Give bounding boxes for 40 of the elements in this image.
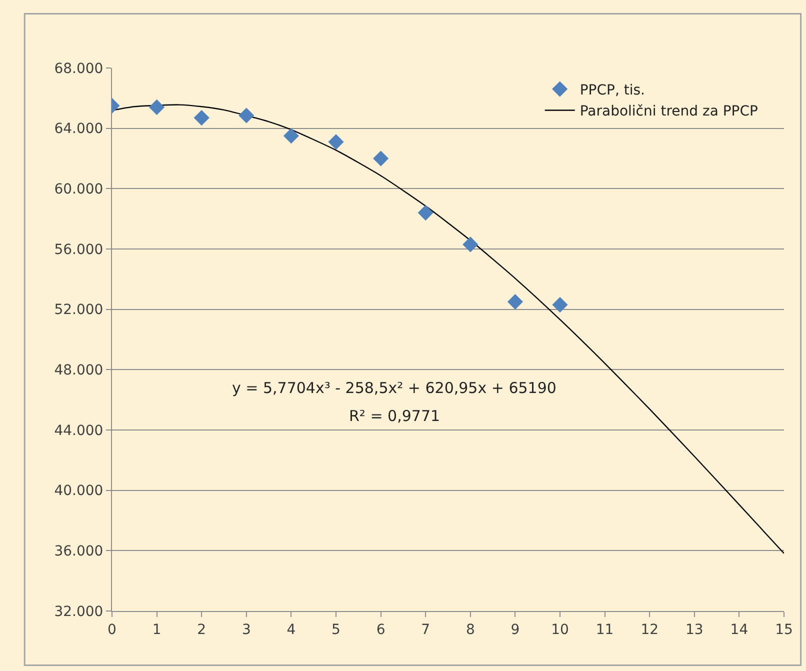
x-tick-label: 3 [242, 622, 251, 638]
x-tick-label: 8 [466, 622, 475, 638]
y-tick-label: 36.000 [54, 544, 104, 560]
x-tick-label: 14 [730, 622, 748, 638]
x-tick-label: 0 [108, 622, 116, 638]
point [462, 236, 478, 252]
x-tick-label: 4 [286, 622, 296, 638]
annotation: y = 5,7704x³ - 258,5x² + 620,95x + 65190 [232, 379, 556, 397]
x-tick-label: 11 [596, 622, 614, 638]
point [418, 205, 434, 221]
legend-label: PPCP, tis. [580, 82, 645, 98]
point [194, 110, 210, 126]
point [149, 99, 165, 116]
x-tick-label: 6 [376, 622, 386, 638]
x-tick-label: 1 [152, 622, 162, 638]
point [328, 134, 344, 150]
x-tick-label: 13 [685, 622, 704, 638]
x-tick-label: 5 [332, 622, 340, 638]
y-tick-label: 48.000 [54, 362, 104, 379]
y-tick-label: 56.000 [54, 242, 104, 258]
point [238, 108, 254, 124]
x-tick-label: 12 [640, 622, 659, 638]
y-tick-label: 32.000 [54, 604, 104, 620]
point [507, 294, 523, 310]
point [283, 128, 299, 144]
y-tick-label: 68.000 [54, 60, 104, 77]
y-tick-label: 60.000 [54, 182, 104, 198]
y-tick-label: 52.000 [54, 302, 104, 318]
x-tick-label: 15 [775, 622, 793, 638]
y-tick-label: 64.000 [54, 121, 104, 138]
x-tick-label: 9 [510, 622, 520, 638]
point [373, 150, 389, 166]
y-tick-label: 40.000 [54, 483, 104, 500]
x-tick-label: 2 [197, 622, 206, 638]
y-tick-label: 44.000 [54, 422, 104, 439]
annotation: R² = 0,9771 [349, 407, 440, 425]
x-tick-label: 10 [551, 622, 569, 638]
x-tick-label: 7 [421, 622, 430, 638]
legend-label: Parabolični trend za PPCP [580, 104, 758, 120]
point [552, 297, 568, 313]
